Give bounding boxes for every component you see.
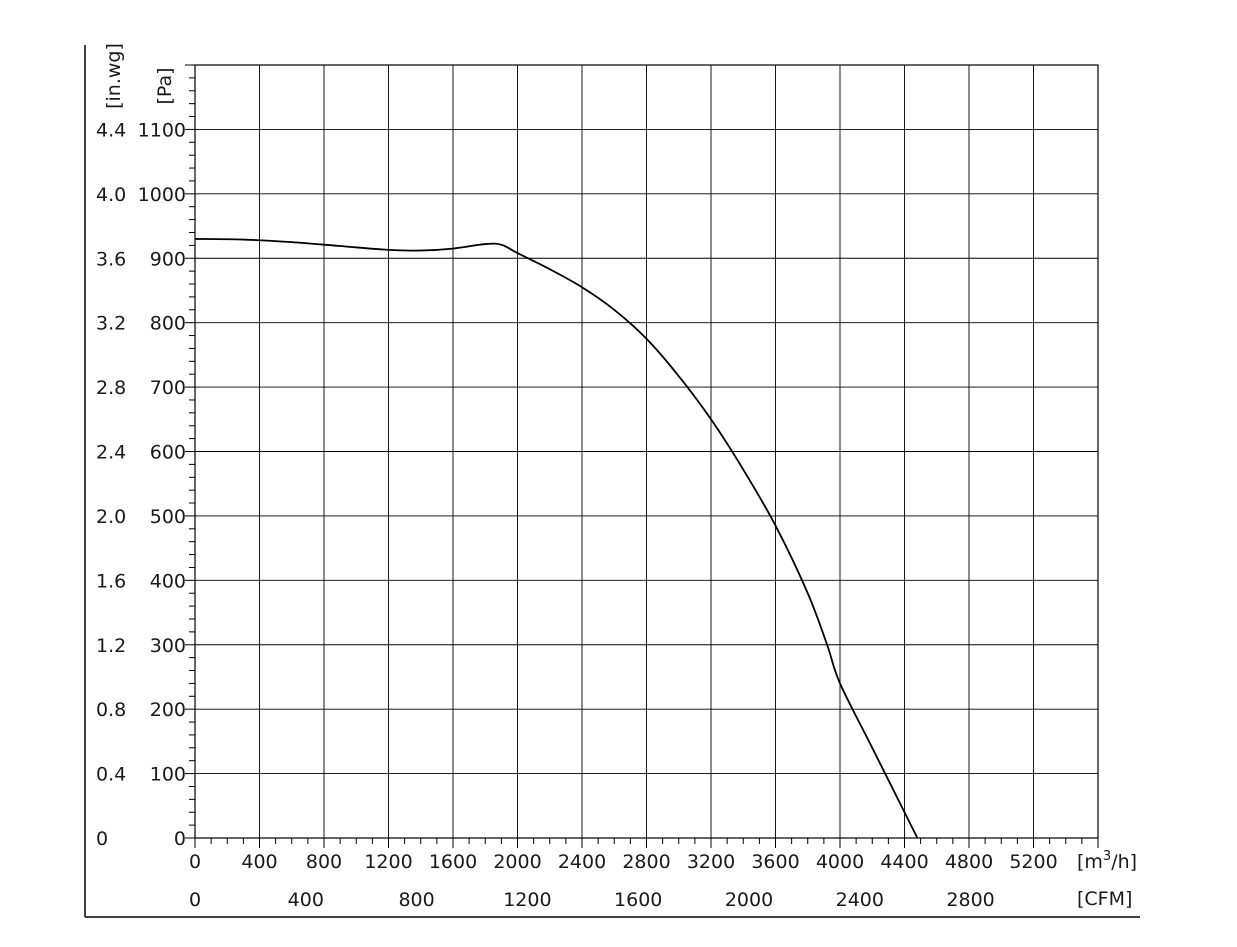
y-tick-labels: 0 0 100 0.4 200 0.8 300 1.2 400 1.6 500 2.0 600 2.4 70… [96, 119, 186, 850]
plot-grid [194, 64, 1099, 839]
y-tick-label-pa: 700 [150, 377, 186, 399]
y-tick-label-pa: 500 [150, 506, 186, 528]
x-tick-label-cfm: 2400 [836, 889, 884, 911]
x-tick-label-m3h: 3200 [687, 851, 735, 873]
x-tick-label-m3h: 3600 [751, 851, 799, 873]
y-tick-label-inwg: 0.8 [96, 699, 126, 721]
m3h-unit-base: [m [1077, 851, 1103, 873]
y-tick-label-pa: 1000 [138, 184, 186, 206]
y-tick-label-pa: 1100 [138, 119, 186, 141]
pa-unit-label: [Pa] [154, 67, 176, 104]
inwg-unit-label: [in.wg] [103, 43, 125, 109]
x-tick-label-m3h: 4800 [945, 851, 993, 873]
minor-ticks [185, 64, 1099, 848]
x-tick-label-cfm: 2800 [946, 889, 994, 911]
m3h-unit-sup: 3 [1103, 849, 1111, 864]
x-tick-label-m3h: 2400 [558, 851, 606, 873]
y-tick-label-inwg: 3.2 [96, 313, 126, 335]
cfm-unit-label: [CFM] [1077, 888, 1132, 910]
y-tick-label-inwg: 0 [96, 828, 108, 850]
x-tick-label-m3h: 1200 [364, 851, 412, 873]
x-tick-label-cfm: 800 [398, 889, 434, 911]
y-tick-label-pa: 800 [150, 313, 186, 335]
x-tick-label-cfm: 1200 [503, 889, 551, 911]
y-tick-label-inwg: 4.0 [96, 184, 126, 206]
y-tick-label-pa: 900 [150, 248, 186, 270]
x-tick-label-m3h: 5200 [1009, 851, 1057, 873]
y-tick-label-inwg: 2.0 [96, 506, 126, 528]
y-tick-label-inwg: 2.4 [96, 442, 126, 464]
y-tick-label-pa: 200 [150, 699, 186, 721]
x-tick-labels: 0 400 800 1200 1600 2000 2400 2800 3200 3600 4000 4… [189, 851, 1058, 911]
m3h-unit-label: [m3/h] [1077, 849, 1137, 873]
x-tick-label-m3h: 4000 [816, 851, 864, 873]
y-tick-label-inwg: 1.2 [96, 635, 126, 657]
performance-curve-group [194, 238, 919, 839]
x-tick-label-m3h: 800 [306, 851, 342, 873]
x-tick-label-cfm: 2000 [725, 889, 773, 911]
x-tick-label-cfm: 0 [189, 889, 201, 911]
y-tick-label-inwg: 4.4 [96, 119, 126, 141]
y-tick-label-pa: 300 [150, 635, 186, 657]
y-tick-label-pa: 0 [174, 828, 186, 850]
y-tick-label-inwg: 1.6 [96, 570, 126, 592]
y-tick-label-pa: 400 [150, 570, 186, 592]
x-tick-label-m3h: 4400 [880, 851, 928, 873]
x-tick-label-cfm: 400 [288, 889, 324, 911]
x-tick-label-m3h: 0 [189, 851, 201, 873]
x-tick-label-m3h: 2800 [622, 851, 670, 873]
y-tick-label-inwg: 0.4 [96, 764, 126, 786]
y-tick-label-pa: 100 [150, 764, 186, 786]
y-tick-label-pa: 600 [150, 442, 186, 464]
x-tick-label-m3h: 1600 [429, 851, 477, 873]
y-tick-label-inwg: 3.6 [96, 248, 126, 270]
x-tick-label-m3h: 400 [241, 851, 277, 873]
x-tick-label-m3h: 2000 [493, 851, 541, 873]
performance-curve-line [194, 238, 919, 839]
m3h-unit-tail: /h] [1111, 851, 1137, 873]
unit-labels: [Pa] [in.wg] [m3/h] [CFM] [103, 43, 1137, 910]
x-tick-label-cfm: 1600 [614, 889, 662, 911]
y-tick-label-inwg: 2.8 [96, 377, 126, 399]
frame-lines [84, 45, 1140, 918]
